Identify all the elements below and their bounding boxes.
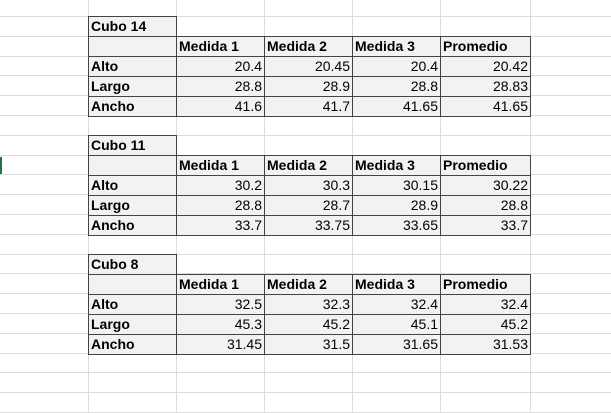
value-cell[interactable]: 30.15 xyxy=(352,175,441,196)
grid-row-line xyxy=(0,392,611,393)
value-cell[interactable]: 20.4 xyxy=(352,56,441,77)
value-cell[interactable]: 31.45 xyxy=(176,334,265,355)
value-cell[interactable]: 45.2 xyxy=(264,314,353,335)
column-header-cell[interactable]: Medida 3 xyxy=(352,36,441,57)
value-cell[interactable]: 41.7 xyxy=(264,96,353,117)
value-cell[interactable]: 32.5 xyxy=(176,294,265,315)
row-label-cell[interactable]: Largo xyxy=(88,314,177,335)
value-cell[interactable]: 28.8 xyxy=(176,195,265,216)
row-label-cell[interactable]: Alto xyxy=(88,294,177,315)
block-title-cell[interactable]: Cubo 8 xyxy=(88,254,177,275)
value-cell[interactable]: 45.3 xyxy=(176,314,265,335)
block-title-cell[interactable]: Cubo 14 xyxy=(88,16,177,37)
value-cell[interactable]: 41.6 xyxy=(176,96,265,117)
column-header-cell[interactable]: Medida 1 xyxy=(176,155,265,176)
value-cell[interactable]: 32.4 xyxy=(352,294,441,315)
value-cell[interactable]: 31.65 xyxy=(352,334,441,355)
row-label-cell[interactable]: Alto xyxy=(88,175,177,196)
value-cell[interactable]: 28.9 xyxy=(352,195,441,216)
value-cell[interactable]: 32.4 xyxy=(440,294,531,315)
row-label-cell[interactable]: Largo xyxy=(88,195,177,216)
value-cell[interactable]: 33.65 xyxy=(352,215,441,236)
value-cell[interactable]: 33.75 xyxy=(264,215,353,236)
value-cell[interactable]: 28.7 xyxy=(264,195,353,216)
header-blank-cell[interactable] xyxy=(88,155,177,176)
value-cell[interactable]: 33.7 xyxy=(176,215,265,236)
column-header-cell[interactable]: Medida 1 xyxy=(176,274,265,295)
grid-row-line xyxy=(0,273,611,274)
header-blank-cell[interactable] xyxy=(88,274,177,295)
value-cell[interactable]: 20.45 xyxy=(264,56,353,77)
header-blank-cell[interactable] xyxy=(88,36,177,57)
value-cell[interactable]: 28.8 xyxy=(352,76,441,97)
value-cell[interactable]: 33.7 xyxy=(440,215,531,236)
value-cell[interactable]: 20.42 xyxy=(440,56,531,77)
column-header-cell[interactable]: Medida 3 xyxy=(352,155,441,176)
value-cell[interactable]: 41.65 xyxy=(352,96,441,117)
value-cell[interactable]: 28.8 xyxy=(440,195,531,216)
row-selection-indicator xyxy=(0,157,2,175)
value-cell[interactable]: 28.8 xyxy=(176,76,265,97)
column-header-cell[interactable]: Medida 2 xyxy=(264,155,353,176)
grid-row-line xyxy=(0,135,611,136)
grid-row-line xyxy=(0,372,611,373)
grid-row-line xyxy=(0,254,611,255)
column-header-cell[interactable]: Medida 2 xyxy=(264,36,353,57)
row-label-cell[interactable]: Ancho xyxy=(88,334,177,355)
row-label-cell[interactable]: Ancho xyxy=(88,96,177,117)
value-cell[interactable]: 45.2 xyxy=(440,314,531,335)
row-label-cell[interactable]: Ancho xyxy=(88,215,177,236)
value-cell[interactable]: 45.1 xyxy=(352,314,441,335)
column-header-cell[interactable]: Medida 3 xyxy=(352,274,441,295)
column-header-cell[interactable]: Promedio xyxy=(440,155,531,176)
value-cell[interactable]: 31.5 xyxy=(264,334,353,355)
value-cell[interactable]: 32.3 xyxy=(264,294,353,315)
column-header-cell[interactable]: Medida 2 xyxy=(264,274,353,295)
column-header-cell[interactable]: Medida 1 xyxy=(176,36,265,57)
column-header-cell[interactable]: Promedio xyxy=(440,36,531,57)
value-cell[interactable]: 30.2 xyxy=(176,175,265,196)
value-cell[interactable]: 28.83 xyxy=(440,76,531,97)
block-title-cell[interactable]: Cubo 11 xyxy=(88,135,177,156)
grid-row-line xyxy=(0,16,611,17)
value-cell[interactable]: 30.3 xyxy=(264,175,353,196)
value-cell[interactable]: 41.65 xyxy=(440,96,531,117)
value-cell[interactable]: 28.9 xyxy=(264,76,353,97)
row-label-cell[interactable]: Largo xyxy=(88,76,177,97)
value-cell[interactable]: 31.53 xyxy=(440,334,531,355)
value-cell[interactable]: 20.4 xyxy=(176,56,265,77)
row-label-cell[interactable]: Alto xyxy=(88,56,177,77)
value-cell[interactable]: 30.22 xyxy=(440,175,531,196)
column-header-cell[interactable]: Promedio xyxy=(440,274,531,295)
